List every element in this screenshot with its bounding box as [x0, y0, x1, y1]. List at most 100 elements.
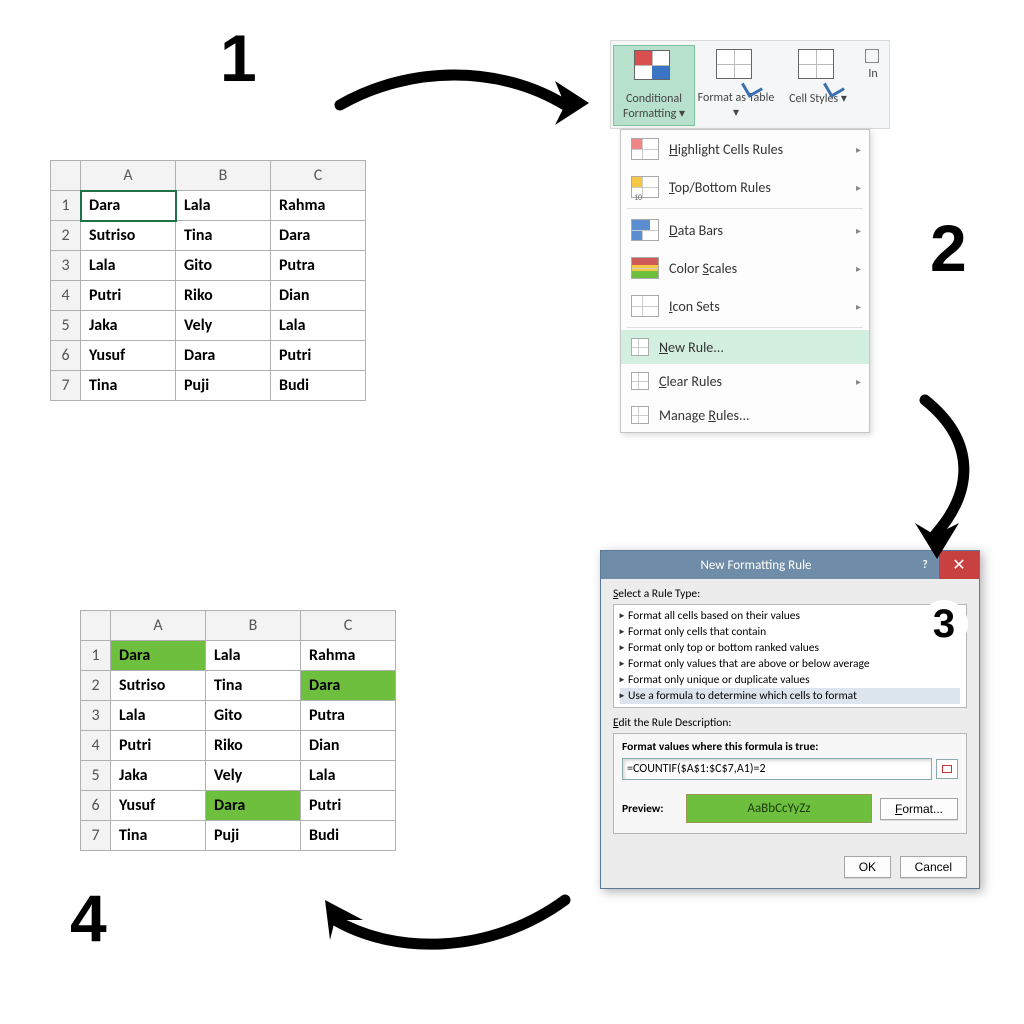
cell[interactable]: Yusuf	[111, 791, 206, 821]
conditional-formatting-menu: HHighlight Cells Rulesighlight Cells Rul…	[620, 129, 870, 433]
ribbon-styles-group: Conditional Formatting ▾ Format as Table…	[610, 40, 890, 129]
rule-type-option[interactable]: Format all cells based on their values	[620, 608, 960, 624]
cell[interactable]: Tina	[81, 371, 176, 401]
row-header[interactable]: 5	[81, 761, 111, 791]
menu-data-bars[interactable]: Data Bars ▸	[621, 211, 869, 249]
cell[interactable]: Putri	[271, 341, 366, 371]
cell[interactable]: Lala	[301, 761, 396, 791]
select-rule-type-label: Select a Rule Type:	[613, 587, 967, 601]
cell[interactable]: Putra	[271, 251, 366, 281]
cell[interactable]: Vely	[176, 311, 271, 341]
arrow-1-to-2	[330, 60, 590, 155]
row-header[interactable]: 5	[51, 311, 81, 341]
cell[interactable]: Sutriso	[111, 671, 206, 701]
formula-input[interactable]: =COUNTIF($A$1:$C$7,A1)=2	[622, 758, 932, 780]
rule-type-option[interactable]: Format only cells that contain	[620, 624, 960, 640]
dialog-title: New Formatting Rule	[601, 558, 911, 573]
cell[interactable]: Lala	[206, 641, 301, 671]
row-header[interactable]: 1	[81, 641, 111, 671]
cell[interactable]: Dara	[81, 191, 176, 221]
step3-dialog: New Formatting Rule ? ✕ Select a Rule Ty…	[600, 550, 980, 889]
cell[interactable]: Rahma	[271, 191, 366, 221]
cell[interactable]: Puji	[206, 821, 301, 851]
column-header[interactable]: A	[81, 161, 176, 191]
cell[interactable]: Rahma	[301, 641, 396, 671]
rule-type-option[interactable]: Format only values that are above or bel…	[620, 656, 960, 672]
row-header[interactable]: 3	[51, 251, 81, 281]
menu-new-rule[interactable]: New Rule...	[621, 330, 869, 364]
row-header[interactable]: 2	[51, 221, 81, 251]
format-as-table-button[interactable]: Format as Table ▾	[695, 45, 777, 126]
cell[interactable]: Tina	[111, 821, 206, 851]
rule-type-option[interactable]: Format only unique or duplicate values	[620, 672, 960, 688]
format-preview: AaBbCcYyZz	[686, 794, 872, 823]
cell[interactable]: Putri	[301, 791, 396, 821]
row-header[interactable]: 1	[51, 191, 81, 221]
cell[interactable]: Jaka	[81, 311, 176, 341]
conditional-formatting-button[interactable]: Conditional Formatting ▾	[613, 45, 695, 126]
menu-top-bottom-rules[interactable]: 10 Top/Bottom Rules ▸	[621, 168, 869, 206]
cell[interactable]: Lala	[81, 251, 176, 281]
cell[interactable]: Sutriso	[81, 221, 176, 251]
menu-clear-rules[interactable]: Clear Rules ▸	[621, 364, 869, 398]
cell[interactable]: Putri	[81, 281, 176, 311]
cell[interactable]: Lala	[271, 311, 366, 341]
column-header[interactable]: B	[206, 611, 301, 641]
row-header[interactable]: 2	[81, 671, 111, 701]
cell[interactable]: Lala	[111, 701, 206, 731]
cell[interactable]: Riko	[206, 731, 301, 761]
ok-button[interactable]: OK	[844, 856, 891, 878]
cell-styles-button[interactable]: Cell Styles ▾	[777, 45, 859, 126]
cell[interactable]: Dian	[271, 281, 366, 311]
column-header[interactable]: B	[176, 161, 271, 191]
rule-type-option[interactable]: Use a formula to determine which cells t…	[620, 688, 960, 704]
row-header[interactable]: 4	[81, 731, 111, 761]
insert-button-truncated[interactable]: In	[859, 45, 887, 126]
row-header[interactable]: 6	[81, 791, 111, 821]
cell[interactable]: Riko	[176, 281, 271, 311]
cell[interactable]: Budi	[271, 371, 366, 401]
column-header[interactable]: C	[301, 611, 396, 641]
rule-type-list[interactable]: Format all cells based on their valuesFo…	[613, 604, 967, 708]
format-button[interactable]: Format...	[880, 798, 958, 820]
row-header[interactable]: 7	[51, 371, 81, 401]
cell[interactable]: Puji	[176, 371, 271, 401]
menu-icon-sets[interactable]: Icon Sets ▸	[621, 287, 869, 325]
cell[interactable]: Putra	[301, 701, 396, 731]
row-header[interactable]: 3	[81, 701, 111, 731]
cell[interactable]: Jaka	[111, 761, 206, 791]
cell[interactable]: Dara	[206, 791, 301, 821]
cell[interactable]: Dara	[301, 671, 396, 701]
step2-ribbon-group: Conditional Formatting ▾ Format as Table…	[610, 40, 890, 433]
cell[interactable]: Tina	[206, 671, 301, 701]
menu-highlight-cells-rules[interactable]: HHighlight Cells Rulesighlight Cells Rul…	[621, 130, 869, 168]
cell[interactable]: Vely	[206, 761, 301, 791]
cell[interactable]: Yusuf	[81, 341, 176, 371]
cancel-button[interactable]: Cancel	[900, 856, 967, 878]
row-header[interactable]: 7	[81, 821, 111, 851]
menu-manage-rules[interactable]: Manage Rules...	[621, 398, 869, 432]
cell[interactable]: Dara	[271, 221, 366, 251]
cell[interactable]: Putri	[111, 731, 206, 761]
cell[interactable]: Gito	[206, 701, 301, 731]
menu-color-scales[interactable]: Color Scales ▸	[621, 249, 869, 287]
cell[interactable]: Dian	[301, 731, 396, 761]
cell[interactable]: Budi	[301, 821, 396, 851]
cell[interactable]: Lala	[176, 191, 271, 221]
arrow-2-to-3	[880, 390, 990, 565]
arrow-3-to-4	[300, 880, 580, 975]
cell[interactable]: Dara	[176, 341, 271, 371]
row-header[interactable]: 4	[51, 281, 81, 311]
column-header[interactable]: A	[111, 611, 206, 641]
rule-type-option[interactable]: Format only top or bottom ranked values	[620, 640, 960, 656]
cell[interactable]: Tina	[176, 221, 271, 251]
column-header[interactable]: C	[271, 161, 366, 191]
cell[interactable]: Dara	[111, 641, 206, 671]
range-selector-button[interactable]	[936, 759, 958, 779]
edit-rule-description-label: Edit the Rule Description:	[613, 716, 967, 730]
new-formatting-rule-dialog: New Formatting Rule ? ✕ Select a Rule Ty…	[600, 550, 980, 889]
cell[interactable]: Gito	[176, 251, 271, 281]
row-header[interactable]: 6	[51, 341, 81, 371]
step-number-1: 1	[220, 20, 257, 96]
formula-label: Format values where this formula is true…	[622, 740, 958, 754]
